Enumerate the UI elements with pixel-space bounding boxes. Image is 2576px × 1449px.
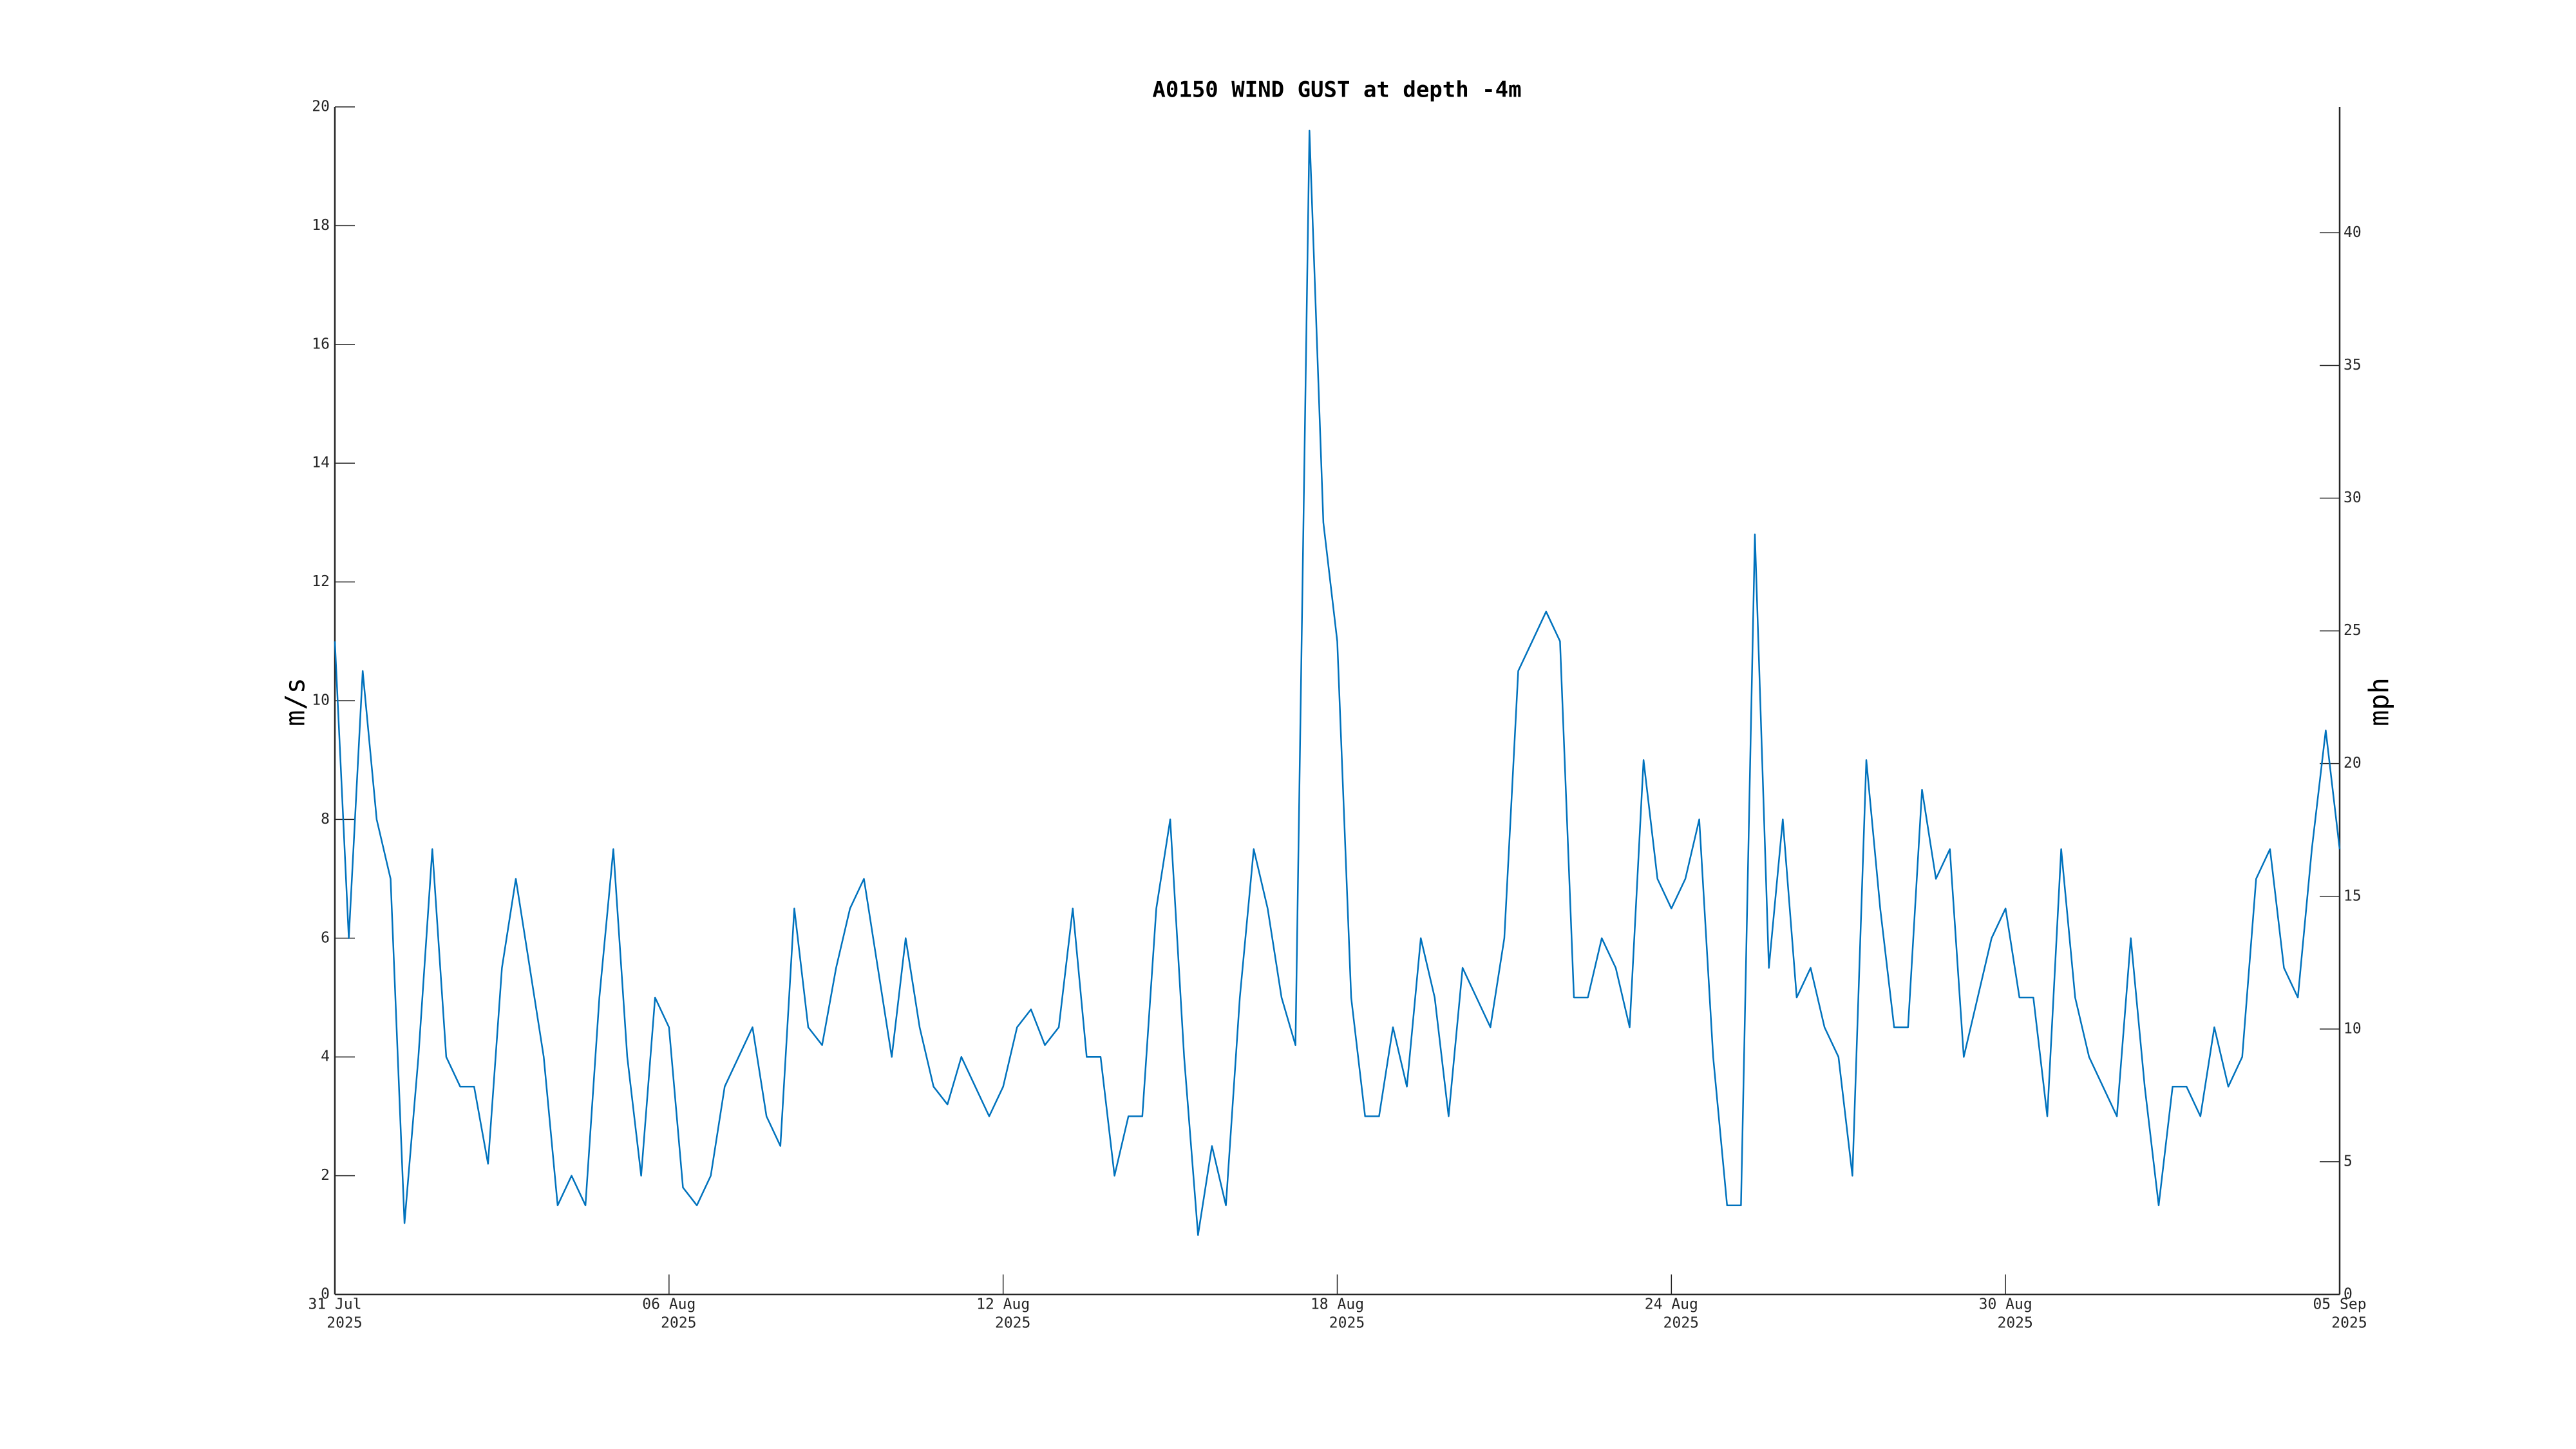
- y-tick-label: 2: [321, 1167, 330, 1184]
- y-tick-label: 16: [312, 336, 330, 352]
- y-tick-label: 12: [312, 573, 330, 590]
- x-tick-label: 05 Sep: [2313, 1296, 2366, 1313]
- y2-axis-label: mph: [2363, 677, 2395, 726]
- y2-tick-label: 15: [2344, 887, 2362, 904]
- x-tick-label: 2025: [661, 1315, 696, 1332]
- y2-tick-label: 40: [2344, 224, 2362, 241]
- x-tick-label: 2025: [327, 1315, 362, 1332]
- x-tick-label: 2025: [2331, 1315, 2367, 1332]
- y2-tick-label: 35: [2344, 357, 2362, 374]
- y-tick-label: 14: [312, 455, 330, 471]
- x-tick-label: 2025: [1329, 1315, 1365, 1332]
- x-tick-label: 12 Aug: [976, 1296, 1030, 1313]
- x-tick-label: 2025: [1663, 1315, 1699, 1332]
- x-tick-label: 24 Aug: [1645, 1296, 1698, 1313]
- y2-tick-label: 5: [2344, 1153, 2353, 1170]
- y-tick-label: 10: [312, 692, 330, 709]
- y2-tick-label: 25: [2344, 622, 2362, 639]
- y-tick-label: 6: [321, 929, 330, 946]
- y2-tick-label: 10: [2344, 1020, 2362, 1037]
- x-tick-label: 06 Aug: [642, 1296, 696, 1313]
- y-tick-label: 8: [321, 811, 330, 828]
- x-tick-label: 2025: [995, 1315, 1030, 1332]
- x-tick-label: 18 Aug: [1311, 1296, 1364, 1313]
- chart-title: A0150 WIND GUST at depth -4m: [1152, 77, 1521, 103]
- y-tick-label: 20: [312, 99, 330, 115]
- y-tick-label: 18: [312, 217, 330, 234]
- y-tick-label: 0: [321, 1286, 330, 1303]
- x-tick-label: 30 Aug: [1979, 1296, 2032, 1313]
- y-axis-label: m/s: [279, 677, 311, 726]
- y2-tick-label: 30: [2344, 489, 2362, 506]
- y-tick-label: 4: [321, 1048, 330, 1065]
- y2-tick-label: 20: [2344, 755, 2362, 772]
- x-tick-label: 31 Jul: [308, 1296, 361, 1313]
- x-tick-label: 2025: [1997, 1315, 2032, 1332]
- y2-tick-label: 0: [2344, 1286, 2353, 1303]
- data-line: [334, 129, 2341, 1236]
